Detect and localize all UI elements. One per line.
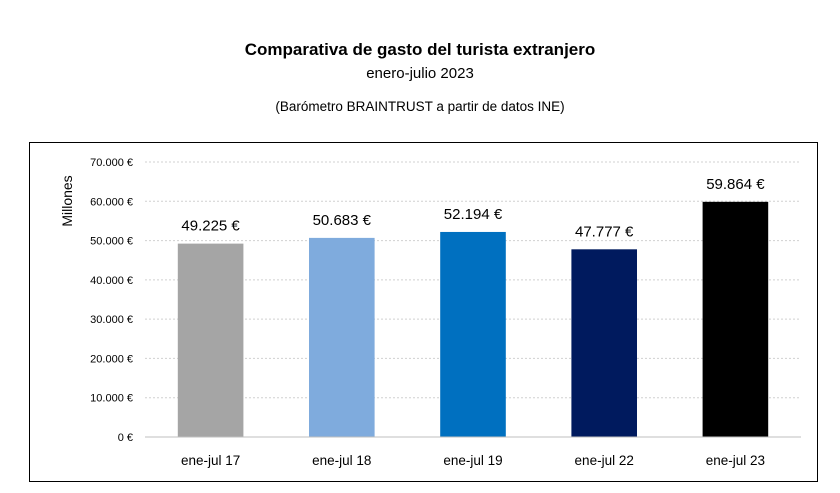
y-tick-label: 50.000 € — [90, 236, 133, 248]
chart-source-note: (Barómetro BRAINTRUST a partir de datos … — [275, 99, 565, 114]
bar — [177, 243, 244, 437]
bar — [309, 237, 375, 437]
y-tick-label: 60.000 € — [90, 196, 133, 208]
data-label: 59.864 € — [706, 176, 765, 193]
chart-title: Comparativa de gasto del turista extranj… — [244, 40, 596, 59]
data-label: 52.194 € — [444, 206, 503, 223]
bar — [702, 201, 769, 437]
x-tick-label: ene-jul 22 — [575, 453, 634, 468]
bar — [440, 231, 506, 437]
x-tick-label: ene-jul 17 — [181, 453, 240, 468]
x-tick-label: ene-jul 18 — [312, 453, 371, 468]
chart-subtitle: enero-julio 2023 — [366, 65, 474, 82]
bar — [571, 249, 637, 437]
y-tick-label: 30.000 € — [90, 314, 133, 326]
y-tick-label: 20.000 € — [90, 353, 133, 365]
y-axis-label: Millones — [59, 175, 75, 226]
y-tick-label: 0 € — [118, 432, 133, 444]
y-tick-label: 40.000 € — [90, 275, 133, 287]
y-tick-label: 70.000 € — [90, 157, 133, 169]
x-tick-label: ene-jul 23 — [706, 453, 765, 468]
y-tick-label: 10.000 € — [90, 393, 133, 405]
data-label: 50.683 € — [313, 212, 372, 229]
chart-frame — [29, 142, 818, 482]
x-tick-label: ene-jul 19 — [443, 453, 502, 468]
data-label: 49.225 € — [181, 218, 240, 235]
data-label: 47.777 € — [575, 223, 634, 240]
